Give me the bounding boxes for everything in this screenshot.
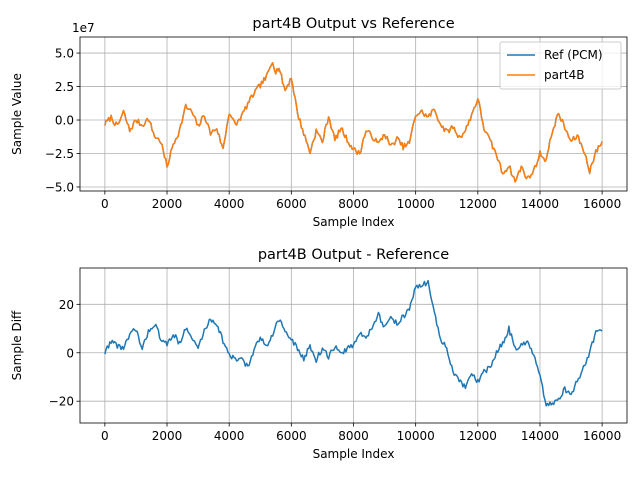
top-series-lines xyxy=(104,62,603,183)
bottom-chart-title: part4B Output - Reference xyxy=(258,247,449,263)
x-tick-label: 14000 xyxy=(521,197,559,211)
legend-label-part4b: part4B xyxy=(544,68,584,82)
series-line-part4b xyxy=(104,62,603,183)
x-tick-label: 16000 xyxy=(583,197,621,211)
x-tick-label: 6000 xyxy=(276,429,307,443)
bottom-y-axis-label: Sample Diff xyxy=(10,310,24,380)
top-x-axis-label: Sample Index xyxy=(313,215,395,229)
x-tick-label: 14000 xyxy=(521,429,559,443)
y-tick-label: 20 xyxy=(59,298,74,312)
bottom-x-axis-label: Sample Index xyxy=(313,447,395,461)
x-tick-label: 0 xyxy=(101,197,109,211)
top-chart: 0 2000 4000 6000 8000 10000 12000 14000 16000 −5.… xyxy=(10,16,628,229)
series-line-diff xyxy=(104,279,603,407)
x-tick-label: 12000 xyxy=(459,429,497,443)
y-tick-label: 0.0 xyxy=(55,114,74,128)
bottom-chart: 0 2000 4000 6000 8000 10000 12000 14000 16000 −20… xyxy=(10,247,628,461)
y-tick-label: −5.0 xyxy=(45,180,74,194)
x-tick-label: 2000 xyxy=(152,197,183,211)
x-tick-label: 4000 xyxy=(214,429,245,443)
y-tick-label: −20 xyxy=(49,395,74,409)
x-tick-label: 12000 xyxy=(459,197,497,211)
top-y-exponent-label: 1e7 xyxy=(72,21,95,35)
y-tick-label: 5.0 xyxy=(55,47,74,61)
bottom-ticks: 0 2000 4000 6000 8000 10000 12000 14000 16000 −20… xyxy=(49,298,622,443)
top-chart-title: part4B Output vs Reference xyxy=(252,16,454,32)
y-tick-label: 0 xyxy=(66,346,74,360)
x-tick-label: 10000 xyxy=(397,429,435,443)
y-tick-label: −2.5 xyxy=(45,147,74,161)
x-tick-label: 16000 xyxy=(583,429,621,443)
x-tick-label: 10000 xyxy=(397,197,435,211)
bottom-grid xyxy=(80,268,627,423)
legend-box xyxy=(499,41,622,90)
x-tick-label: 6000 xyxy=(276,197,307,211)
bottom-series-lines xyxy=(104,279,603,407)
x-tick-label: 4000 xyxy=(214,197,245,211)
legend-label-ref-pcm: Ref (PCM) xyxy=(544,48,603,62)
top-y-axis-label: Sample Value xyxy=(10,73,24,155)
x-tick-label: 8000 xyxy=(338,197,369,211)
x-tick-label: 0 xyxy=(101,429,109,443)
top-legend: Ref (PCM) part4B xyxy=(499,41,622,90)
x-tick-label: 2000 xyxy=(152,429,183,443)
y-tick-label: 2.5 xyxy=(55,80,74,94)
top-ticks: 0 2000 4000 6000 8000 10000 12000 14000 16000 −5.… xyxy=(45,47,621,211)
x-tick-label: 8000 xyxy=(338,429,369,443)
